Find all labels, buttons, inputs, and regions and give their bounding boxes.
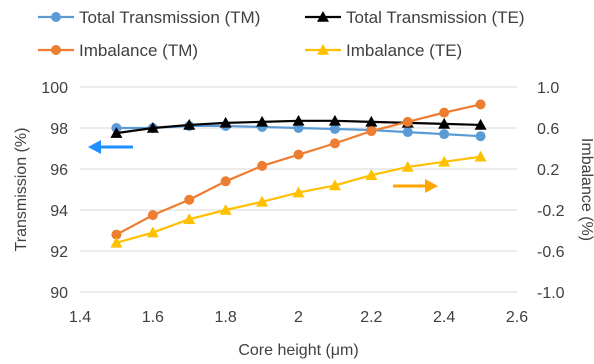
legend-marker: [51, 12, 61, 22]
y-left-tick-label: 100: [41, 80, 68, 97]
data-point: [439, 129, 450, 140]
data-point: [257, 160, 268, 171]
y-right-tick-label: 0.6: [537, 121, 559, 138]
y-right-tick-label: -1.0: [537, 285, 565, 302]
data-point: [328, 114, 341, 126]
y-right-tick-label: 0.2: [537, 162, 559, 179]
x-tick-label: 2: [294, 309, 303, 326]
data-point: [220, 176, 231, 187]
legend-marker: [317, 11, 329, 22]
data-point: [219, 116, 232, 128]
data-point: [184, 194, 195, 205]
data-point: [256, 115, 269, 127]
data-point: [292, 114, 305, 126]
x-tick-label: 1.6: [142, 309, 164, 326]
y-left-tick-label: 94: [50, 203, 68, 220]
legend-marker: [51, 45, 61, 55]
y-right-tick-label: -0.6: [537, 244, 565, 261]
data-point: [438, 155, 451, 167]
data-point: [292, 186, 305, 198]
right-axis-arrow: [393, 179, 438, 193]
data-point: [475, 131, 486, 142]
legend: Total Transmission (TM) Total Transmissio…: [38, 8, 525, 60]
tick-labels: 90 -1.0 92 -0.6 94 -0.2 96 0.2 98 0.6 100 1.0 1.4 1.6…: [41, 80, 564, 326]
data-point: [329, 138, 340, 149]
data-point: [365, 169, 378, 180]
data-point: [183, 213, 196, 225]
y-right-tick-label: -0.2: [537, 203, 565, 220]
data-point: [474, 118, 487, 130]
legend-item: Imbalance (TE): [305, 41, 462, 60]
x-tick-label: 1.4: [69, 309, 91, 326]
data-point: [329, 124, 340, 135]
data-point: [474, 150, 487, 162]
x-axis-title: Core height (μm): [238, 342, 358, 359]
data-point: [183, 118, 196, 130]
series-line: [116, 155, 481, 244]
x-tick-label: 1.8: [215, 309, 237, 326]
legend-item: Total Transmission (TE): [305, 8, 525, 27]
data-point: [401, 160, 414, 172]
left-axis-arrow: [88, 140, 133, 154]
series-layer: [110, 99, 487, 248]
data-point: [147, 210, 158, 221]
data-point: [328, 179, 341, 191]
data-point: [256, 195, 269, 207]
data-point: [146, 122, 159, 133]
data-point: [475, 99, 486, 110]
data-point: [219, 204, 232, 215]
arrow-head: [88, 140, 101, 154]
series-imbalance-te: [110, 150, 487, 248]
axis-arrows: [88, 140, 438, 193]
legend-item: Imbalance (TM): [38, 41, 198, 60]
data-point: [439, 107, 450, 118]
y-left-tick-label: 92: [50, 244, 68, 261]
data-point: [438, 117, 451, 129]
legend-label: Total Transmission (TM): [79, 8, 260, 27]
legend-label: Imbalance (TE): [346, 41, 462, 60]
x-tick-label: 2.6: [506, 309, 528, 326]
y-axis-right-title: Imbalance (%): [578, 138, 594, 241]
legend-marker: [317, 44, 329, 55]
data-point: [365, 115, 378, 127]
x-tick-label: 2.2: [360, 309, 382, 326]
y-right-tick-label: 1.0: [537, 80, 559, 97]
data-point: [110, 236, 123, 248]
data-point: [366, 126, 377, 137]
legend-label: Total Transmission (TE): [346, 8, 525, 27]
data-point: [146, 226, 159, 238]
y-axis-left-title: Transmission (%): [13, 128, 30, 252]
data-point: [110, 127, 123, 138]
data-point: [402, 127, 413, 138]
y-left-tick-label: 98: [50, 121, 68, 138]
x-tick-label: 2.4: [433, 309, 455, 326]
data-point: [402, 116, 413, 127]
data-point: [293, 149, 304, 160]
arrow-head: [425, 179, 438, 193]
legend-label: Imbalance (TM): [79, 41, 198, 60]
legend-item: Total Transmission (TM): [38, 8, 260, 27]
y-left-tick-label: 96: [50, 162, 68, 179]
series-imbalance-tm: [111, 99, 486, 240]
data-point: [111, 229, 122, 240]
y-left-tick-label: 90: [50, 285, 68, 302]
